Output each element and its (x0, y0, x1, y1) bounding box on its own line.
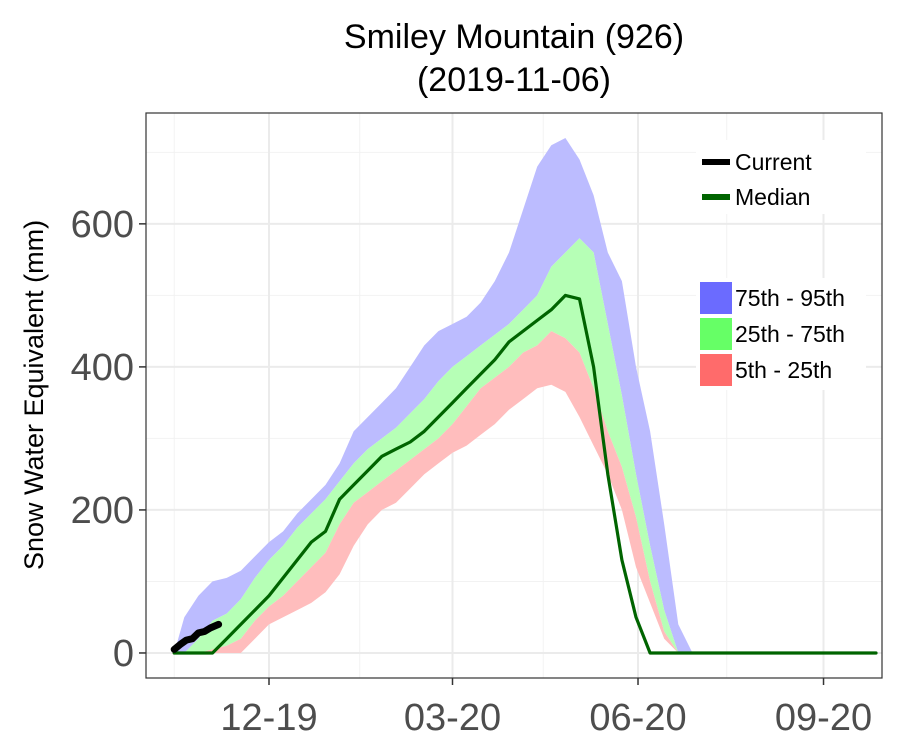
y-tick-label: 200 (71, 490, 134, 532)
y-axis-label: Snow Water Equivalent (mm) (19, 220, 49, 570)
x-tick-label: 06-20 (589, 697, 686, 739)
y-tick-label: 400 (71, 347, 134, 389)
legend-fill-key (700, 354, 732, 386)
legend-line-label: Median (735, 184, 810, 210)
median-line (172, 293, 878, 655)
legend-lines-box (696, 140, 866, 214)
legend: Current Median 75th - 95th 25th - 75th 5th -… (696, 140, 866, 390)
series-lines (170, 293, 878, 655)
current-line (170, 620, 223, 653)
legend-fill-label: 75th - 95th (735, 285, 845, 311)
y-tick-label: 600 (71, 204, 134, 246)
legend-fill-key (700, 318, 732, 350)
plot-border (145, 112, 883, 679)
x-tick-label: 09-20 (775, 697, 872, 739)
chart-title: Smiley Mountain (926) (344, 18, 684, 56)
band-75th-95th (174, 138, 876, 653)
legend-fill-key (700, 282, 732, 314)
x-axis: 12-19 03-20 06-20 09-20 (220, 678, 872, 739)
legend-fill-label: 5th - 25th (735, 357, 832, 383)
y-axis: 0 200 400 600 (71, 204, 146, 675)
legend-fill-label: 25th - 75th (735, 321, 845, 347)
band-25th-75th (174, 238, 876, 653)
percentile-bands (174, 138, 876, 653)
x-tick-label: 03-20 (404, 697, 501, 739)
chart-subtitle: (2019-11-06) (417, 61, 611, 99)
band-5th-25th (174, 331, 876, 653)
legend-line-label: Current (735, 149, 812, 175)
x-tick-label: 12-19 (220, 697, 317, 739)
y-tick-label: 0 (113, 633, 134, 675)
